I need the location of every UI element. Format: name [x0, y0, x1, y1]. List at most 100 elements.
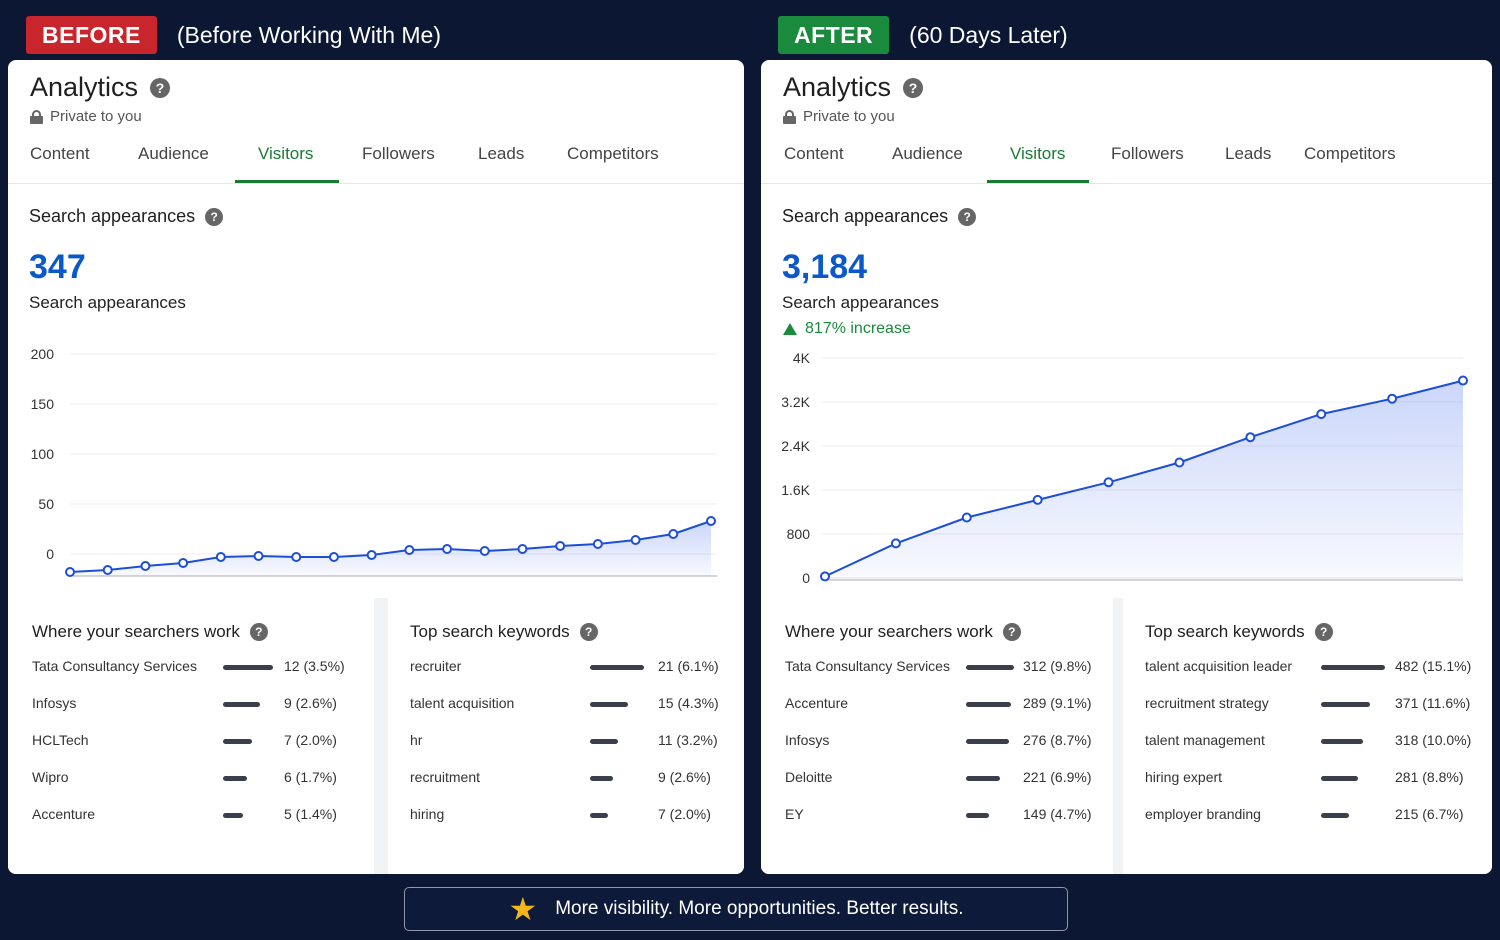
data-point: [706, 516, 716, 526]
list-item: Deloitte 221 (6.9%): [785, 769, 1113, 789]
item-name: employer branding: [1145, 806, 1261, 822]
list-item: hiring expert 281 (8.8%): [1145, 769, 1492, 789]
data-point: [291, 552, 302, 562]
card-title-text: Where your searchers work: [785, 622, 993, 641]
item-name: Tata Consultancy Services: [785, 658, 950, 674]
item-value: 11 (3.2%): [658, 732, 718, 748]
active-tab-indicator: [987, 180, 1089, 183]
help-icon[interactable]: ?: [249, 623, 268, 641]
data-point: [442, 544, 453, 554]
analytics-header: Analytics ? Private to you Content Audie…: [8, 60, 744, 184]
help-icon[interactable]: ?: [150, 77, 171, 98]
star-icon: ★: [508, 891, 538, 927]
card-title-text: Top search keywords: [410, 622, 570, 641]
series-line: [824, 379, 1464, 578]
tab-competitors[interactable]: Competitors: [567, 144, 659, 163]
data-point: [1174, 457, 1185, 468]
help-icon[interactable]: ?: [958, 207, 977, 226]
data-point: [1103, 477, 1114, 488]
series-line: [69, 520, 712, 573]
item-value: 221 (6.9%): [1023, 769, 1092, 785]
data-point: [961, 512, 972, 523]
y-tick-label: 1.6K: [781, 482, 810, 498]
data-point: [820, 571, 830, 582]
item-name: Accenture: [32, 806, 96, 822]
page-title: Analytics ?: [783, 72, 924, 103]
item-name: talent acquisition: [410, 695, 515, 711]
help-icon[interactable]: ?: [1314, 623, 1333, 641]
data-point: [1032, 494, 1043, 505]
increase-text: 817% increase: [805, 320, 911, 337]
data-point: [592, 539, 603, 549]
list-item: recruiter 21 (6.1%): [410, 658, 744, 678]
item-value: 281 (8.8%): [1395, 769, 1464, 785]
active-tab-indicator: [235, 180, 339, 183]
after-badge: AFTER: [778, 16, 890, 54]
privacy-note: Private to you: [783, 108, 895, 125]
help-icon[interactable]: ?: [205, 207, 224, 226]
y-tick-label: 0: [46, 546, 54, 562]
data-point: [668, 529, 679, 539]
item-value: 215 (6.7%): [1395, 806, 1464, 822]
list-item: talent acquisition 15 (4.3%): [410, 695, 744, 715]
data-point: [215, 552, 226, 562]
share-bar: [223, 813, 243, 818]
data-point: [140, 561, 151, 571]
lock-icon: [783, 109, 796, 124]
card-title: Where your searchers work ?: [785, 622, 1021, 642]
item-name: recruiter: [410, 658, 462, 674]
tab-leads[interactable]: Leads: [1225, 144, 1272, 163]
share-bar: [966, 813, 990, 818]
tab-visitors[interactable]: Visitors: [1010, 144, 1066, 163]
item-value: 318 (10.0%): [1395, 732, 1472, 748]
list-item: recruitment strategy 371 (11.6%): [1145, 695, 1492, 715]
section-title-text: Search appearances: [29, 206, 196, 226]
tab-visitors[interactable]: Visitors: [258, 144, 314, 163]
item-value: 371 (11.6%): [1395, 695, 1471, 711]
card-title-text: Top search keywords: [1145, 622, 1305, 641]
help-icon[interactable]: ?: [579, 623, 598, 641]
tab-content[interactable]: Content: [784, 144, 844, 163]
share-bar: [590, 739, 619, 744]
item-name: Infosys: [785, 732, 830, 748]
searchers-work-card: Where your searchers work ? Tata Consult…: [761, 598, 1113, 874]
data-point: [479, 546, 490, 556]
item-name: hr: [410, 732, 423, 748]
data-point: [517, 544, 528, 554]
tab-audience[interactable]: Audience: [892, 144, 963, 163]
item-name: hiring expert: [1145, 769, 1223, 785]
share-bar: [1321, 813, 1350, 818]
list-item: Infosys 9 (2.6%): [32, 695, 374, 715]
share-bar: [966, 702, 1011, 707]
tab-leads[interactable]: Leads: [478, 144, 525, 163]
section-title-text: Search appearances: [782, 206, 949, 226]
item-value: 9 (2.6%): [658, 769, 711, 785]
list-item: employer branding 215 (6.7%): [1145, 806, 1492, 826]
list-item: HCLTech 7 (2.0%): [32, 732, 374, 752]
list-item: Wipro 6 (1.7%): [32, 769, 374, 789]
card-title: Top search keywords ?: [410, 622, 598, 642]
data-point: [1387, 393, 1398, 404]
page-title-text: Analytics: [783, 72, 892, 102]
tab-followers[interactable]: Followers: [1111, 144, 1184, 163]
item-value: 12 (3.5%): [284, 658, 345, 674]
y-tick-label: 50: [38, 496, 54, 512]
up-triangle-icon: [783, 323, 797, 335]
share-bar: [1321, 776, 1359, 781]
item-name: Tata Consultancy Services: [32, 658, 197, 674]
y-tick-label: 800: [787, 526, 811, 542]
item-name: Accenture: [785, 695, 849, 711]
help-icon[interactable]: ?: [903, 77, 924, 98]
tab-audience[interactable]: Audience: [138, 144, 209, 163]
help-icon[interactable]: ?: [1002, 623, 1021, 641]
list-item: Tata Consultancy Services 312 (9.8%): [785, 658, 1113, 678]
after-label: AFTER (60 Days Later): [778, 15, 1068, 55]
privacy-text: Private to you: [803, 108, 895, 125]
card-title-text: Where your searchers work: [32, 622, 240, 641]
tab-followers[interactable]: Followers: [362, 144, 435, 163]
searchers-work-card: Where your searchers work ? Tata Consult…: [8, 598, 374, 874]
share-bar: [966, 776, 1000, 781]
tab-competitors[interactable]: Competitors: [1304, 144, 1396, 163]
tab-content[interactable]: Content: [30, 144, 90, 163]
item-name: hiring: [410, 806, 445, 822]
